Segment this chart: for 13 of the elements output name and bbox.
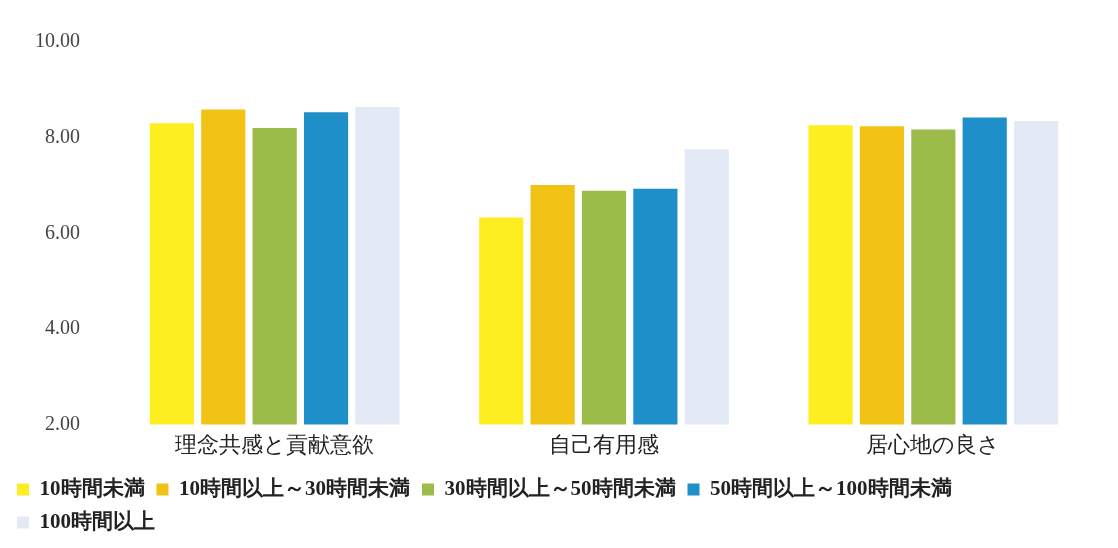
y-tick-label: 8.00: [45, 124, 80, 147]
legend-label: 100時間以上: [39, 508, 155, 533]
y-tick-label: 10.00: [35, 29, 80, 52]
legend-label: 10時間未満: [39, 475, 145, 500]
x-tick-label: 居心地の良さ: [866, 431, 1001, 457]
legend-label: 10時間以上～30時間未満: [179, 475, 410, 500]
y-tick-label: 6.00: [45, 220, 80, 243]
y-tick-label: 4.00: [45, 316, 80, 339]
legend-label: 50時間以上～100時間未満: [710, 475, 952, 500]
y-tick-label: 2.00: [45, 411, 80, 434]
x-tick-label: 自己有用感: [549, 431, 659, 457]
x-tick-label: 理念共感と貢献意欲: [175, 431, 375, 457]
legend-label: 30時間以上～50時間未満: [444, 475, 676, 500]
